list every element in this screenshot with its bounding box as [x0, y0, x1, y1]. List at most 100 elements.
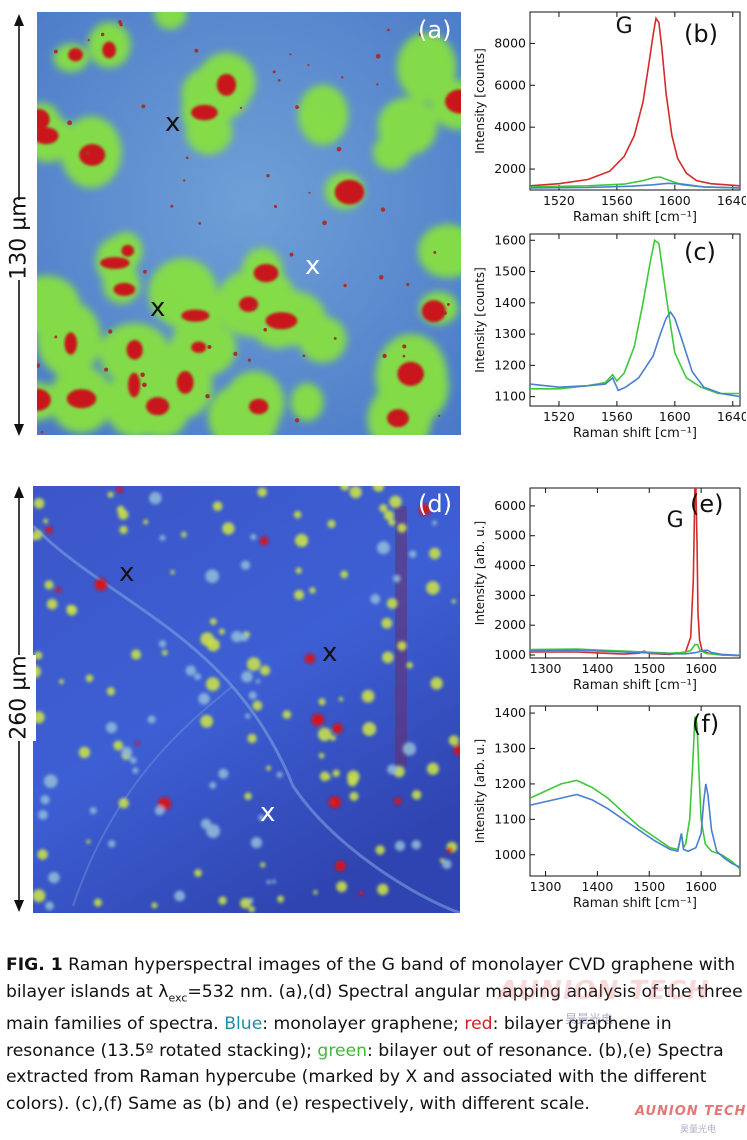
map-d-island-dot: [170, 570, 175, 575]
map-d-island-dot: [336, 881, 348, 893]
y-axis-label: Intensity [arb. u.]: [473, 739, 487, 843]
map-d-island-dot: [330, 735, 336, 741]
y-tick-label: 1000: [494, 847, 526, 862]
map-a-defect-dot: [336, 146, 342, 152]
y-tick-label: 1300: [494, 741, 526, 756]
y-tick-label: 1100: [494, 389, 526, 404]
map-a-defect-dot: [40, 430, 44, 434]
map-d-island-dot: [240, 560, 251, 570]
map-d-island-dot: [206, 638, 220, 652]
map-a-defect-dot: [433, 250, 437, 254]
map-a-red-island: [265, 312, 298, 330]
spectrum-chart-b: 1520 1560 1600 1640 2000 4000 6000 8000 Raman sh…: [473, 11, 746, 225]
y-tick-label: 1000: [494, 647, 526, 662]
map-d-island-dot: [209, 618, 217, 625]
map-a-red-island: [176, 371, 194, 394]
map-d-island-dot: [43, 518, 49, 524]
map-d-island-dot: [411, 790, 422, 800]
map-d-island-dot: [349, 486, 362, 499]
x-axis-label: Raman shift [cm⁻¹]: [573, 210, 697, 225]
map-a-defect-dot: [322, 220, 327, 226]
map-d-island-dot: [282, 710, 292, 719]
caption-fig-label: FIG. 1: [6, 955, 63, 975]
map-d-island-dot: [258, 814, 265, 821]
x-tick-label: 1600: [685, 879, 717, 894]
map-d-island-dot: [376, 541, 391, 555]
map-a-defect-dot: [194, 48, 199, 53]
map-d-marker-2: X: [322, 638, 338, 668]
map-a-red-island: [79, 144, 106, 166]
map-a-green-island: [104, 368, 168, 435]
map-d-island-dot: [205, 569, 220, 583]
map-d-island-dot: [78, 746, 91, 759]
y-tick-label: 1500: [494, 264, 526, 279]
map-a-defect-dot: [233, 351, 238, 356]
spectrum-series-line-3: [530, 649, 740, 657]
x-axis-label: Raman shift [cm⁻¹]: [573, 896, 697, 911]
panel-label-e: (e): [690, 490, 724, 518]
map-a-image: [37, 12, 461, 435]
map-d-island-dot: [245, 713, 251, 719]
map-d-island-dot: [402, 742, 417, 756]
watermark-brand-2: AUNION TECH: [635, 1104, 747, 1119]
map-d-island-dot: [319, 771, 330, 782]
map-d-island-dot: [246, 657, 261, 671]
map-d-island-dot: [441, 859, 452, 870]
map-d-island-dot: [37, 849, 48, 860]
map-a-red-island: [37, 127, 59, 145]
map-d-island-dot: [119, 525, 128, 535]
map-d-island-dot: [107, 491, 114, 498]
y-tick-label: 5000: [494, 528, 526, 543]
map-d-island-dot: [277, 895, 285, 903]
map-a-red-island: [126, 340, 143, 360]
map-d-island-dot: [451, 599, 456, 604]
map-d-island-dot: [94, 578, 108, 591]
g-band-label: G: [667, 508, 684, 533]
map-d-island-dot: [294, 589, 305, 600]
map-d-island-dot: [194, 869, 202, 877]
map-a-defect-dot: [295, 105, 299, 109]
map-a-defect-dot: [438, 414, 441, 417]
map-d-island-dot: [266, 879, 271, 885]
map-d-island-dot: [439, 858, 445, 863]
spectrum-chart-e: 1300 1400 1500 1600 1000 2000 3000 4000 5000 6000…: [473, 487, 741, 693]
map-a-defect-dot: [263, 327, 267, 332]
map-d-island-dot: [255, 679, 261, 684]
map-a-defect-dot: [207, 345, 212, 349]
map-d-island-dot: [198, 692, 210, 705]
map-a-marker-1: X: [165, 108, 181, 138]
map-a-defect-dot: [382, 353, 387, 359]
map-d-island-dot: [328, 796, 341, 809]
map-a-red-island: [421, 300, 446, 323]
y-tick-label: 1200: [494, 357, 526, 372]
map-d-island-dot: [34, 651, 43, 660]
map-d-island-dot: [209, 781, 217, 789]
x-tick-label: 1560: [601, 409, 633, 424]
spectrum-series-line-2: [530, 310, 740, 398]
map-d-island-dot: [132, 767, 139, 774]
scalebar-bottom-label: 260 µm: [6, 655, 32, 740]
x-axis-label: Raman shift [cm⁻¹]: [573, 426, 697, 441]
map-d-island-dot: [432, 520, 438, 526]
map-d-island-dot: [46, 598, 58, 610]
map-a-defect-dot: [67, 120, 73, 126]
map-a-marker-3: X: [150, 293, 166, 323]
map-d-island-dot: [389, 495, 402, 508]
x-tick-label: 1300: [530, 661, 562, 676]
spectrum-series-line-1: [530, 16, 740, 187]
panel-label-f: (f): [692, 710, 720, 738]
map-d-island-dot: [33, 535, 36, 541]
map-d-island-dot: [131, 649, 142, 660]
map-d-marker-1: X: [119, 558, 135, 588]
map-d-island-dot: [121, 746, 133, 758]
caption-blue-word: Blue: [224, 1014, 263, 1035]
x-tick-label: 1500: [633, 661, 665, 676]
map-a-green-island: [208, 383, 280, 435]
x-tick-label: 1500: [633, 879, 665, 894]
spectrum-series-line-3: [530, 182, 740, 189]
map-d-island-dot: [304, 653, 316, 664]
map-d-island-dot: [293, 510, 302, 519]
x-tick-label: 1640: [717, 193, 746, 208]
raman-map-d: [33, 486, 460, 913]
map-a-red-island: [248, 398, 269, 415]
